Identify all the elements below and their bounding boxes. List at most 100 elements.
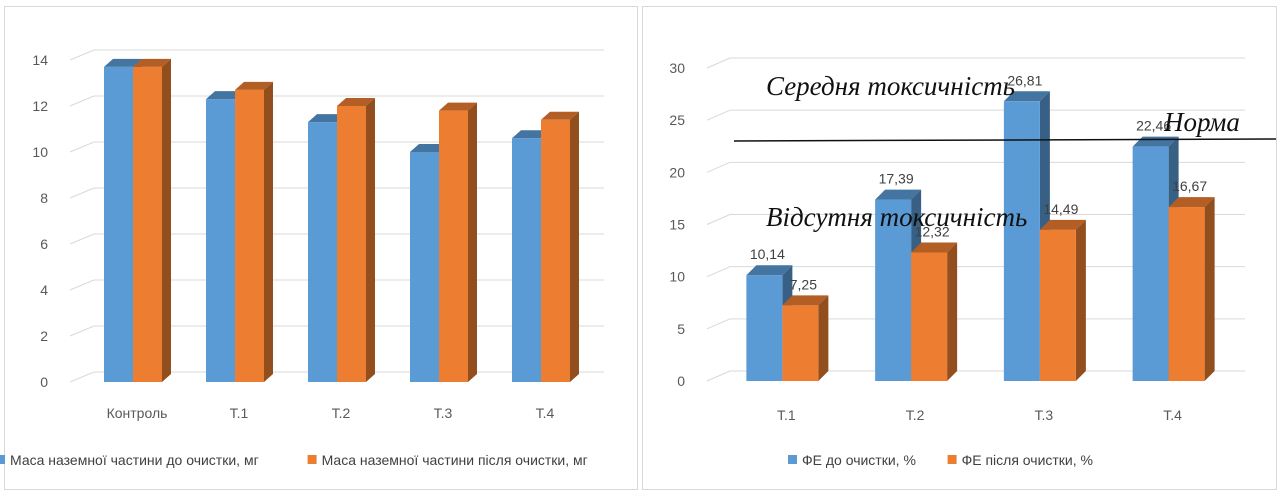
bar-side bbox=[570, 111, 579, 383]
bar bbox=[541, 119, 570, 383]
x-tick-label: Т.4 bbox=[1163, 407, 1182, 423]
legend-swatch bbox=[307, 455, 317, 464]
bar bbox=[104, 66, 133, 383]
data-label: 14,49 bbox=[1043, 201, 1078, 217]
bar bbox=[1132, 146, 1169, 381]
bar bbox=[1039, 229, 1076, 381]
bar bbox=[875, 199, 912, 381]
bar-top bbox=[512, 130, 550, 139]
x-tick-label: Т.1 bbox=[777, 407, 796, 423]
legend-label: ФЕ до очистки, % bbox=[802, 452, 916, 468]
y-tick-label: 4 bbox=[40, 282, 48, 298]
gridline-side bbox=[706, 57, 731, 69]
y-tick-label: 14 bbox=[32, 52, 48, 68]
bar-side bbox=[468, 102, 477, 382]
bar-top bbox=[308, 114, 346, 123]
bar bbox=[1003, 101, 1040, 381]
bar-side bbox=[1075, 219, 1086, 381]
bar-side bbox=[162, 58, 171, 383]
bar-top bbox=[782, 295, 829, 306]
bar bbox=[512, 138, 541, 382]
gridline-side bbox=[69, 49, 95, 61]
bar-top bbox=[235, 81, 273, 90]
bar-top bbox=[1168, 197, 1215, 208]
data-label: 16,67 bbox=[1172, 178, 1207, 194]
legend-swatch bbox=[947, 455, 957, 464]
bar bbox=[235, 89, 264, 383]
annotation-high-toxicity: Середня токсичність bbox=[766, 71, 1015, 101]
x-tick-label: Т.3 bbox=[434, 405, 453, 421]
annotation-no-toxicity: Відсутня токсичність bbox=[766, 202, 1027, 232]
norm-line bbox=[733, 138, 1277, 142]
bar bbox=[308, 122, 337, 382]
gridline-side bbox=[706, 161, 731, 173]
y-tick-label: 12 bbox=[32, 98, 48, 114]
bar-top bbox=[541, 111, 579, 120]
bar bbox=[206, 99, 235, 382]
y-tick-label: 10 bbox=[32, 144, 48, 160]
bar-side bbox=[366, 98, 375, 382]
data-label: 7,25 bbox=[790, 276, 817, 292]
bar bbox=[746, 275, 783, 381]
legend-swatch bbox=[788, 455, 797, 464]
y-tick-label: 2 bbox=[40, 328, 48, 344]
bar-side bbox=[947, 242, 958, 381]
bar bbox=[410, 152, 439, 382]
x-tick-label: Т.4 bbox=[536, 405, 555, 421]
data-label: 22,46 bbox=[1136, 118, 1171, 134]
data-label: 26,81 bbox=[1007, 72, 1042, 88]
bar-side bbox=[818, 295, 829, 381]
bar bbox=[439, 110, 468, 382]
y-tick-label: 20 bbox=[669, 164, 685, 180]
y-tick-label: 0 bbox=[40, 374, 48, 390]
y-tick-label: 25 bbox=[669, 112, 685, 128]
gridline-side bbox=[69, 325, 95, 337]
bar-side bbox=[1204, 197, 1215, 381]
gridline-side bbox=[69, 95, 95, 107]
chart-1: 0 2 4 6 8 10 12 14 Контроль Т.1 Т.2 Т.3 Т.4 Маса назе… bbox=[0, 49, 604, 468]
bar-top bbox=[911, 242, 958, 253]
bar-top bbox=[875, 189, 922, 200]
gridline-side bbox=[706, 370, 731, 382]
bar-top bbox=[410, 144, 448, 152]
gridline-side bbox=[706, 318, 731, 330]
bar-side bbox=[264, 81, 273, 383]
bar-top bbox=[337, 98, 375, 106]
x-tick-label: Т.1 bbox=[230, 405, 249, 421]
gridline-side bbox=[706, 109, 731, 121]
bar-top bbox=[1039, 219, 1086, 230]
x-tick-label: Т.2 bbox=[906, 407, 925, 423]
legend-label: Маса наземної частини після очистки, мг bbox=[322, 452, 588, 468]
bar-top bbox=[133, 58, 171, 67]
gridline-side bbox=[69, 141, 95, 153]
y-tick-label: 10 bbox=[669, 269, 685, 285]
bar bbox=[337, 106, 366, 382]
gridline-side bbox=[706, 214, 731, 225]
bar-top bbox=[104, 58, 142, 67]
legend-swatch bbox=[0, 455, 5, 464]
gridline-side bbox=[69, 279, 95, 291]
y-tick-label: 6 bbox=[40, 236, 48, 252]
data-label: 12,32 bbox=[915, 223, 950, 239]
x-tick-label: Т.3 bbox=[1035, 407, 1054, 423]
legend-label: ФЕ після очистки, % bbox=[962, 452, 1093, 468]
gridline-side bbox=[706, 266, 731, 278]
legend-label: Маса наземної частини до очистки, мг bbox=[10, 452, 259, 468]
bar-top bbox=[206, 91, 244, 100]
bar bbox=[911, 252, 948, 381]
data-label: 10,14 bbox=[750, 246, 785, 262]
bar bbox=[1168, 207, 1205, 381]
bar bbox=[782, 305, 819, 381]
bar-top bbox=[439, 102, 477, 111]
bar bbox=[133, 66, 162, 383]
y-tick-label: 8 bbox=[40, 190, 48, 206]
y-tick-label: 30 bbox=[669, 60, 685, 76]
y-tick-label: 5 bbox=[677, 321, 685, 337]
gridline-side bbox=[69, 233, 95, 245]
y-tick-label: 15 bbox=[669, 217, 685, 233]
data-label: 17,39 bbox=[879, 171, 914, 187]
x-tick-label: Т.2 bbox=[332, 405, 351, 421]
gridline-side bbox=[69, 371, 95, 383]
bar-top bbox=[1003, 91, 1050, 102]
